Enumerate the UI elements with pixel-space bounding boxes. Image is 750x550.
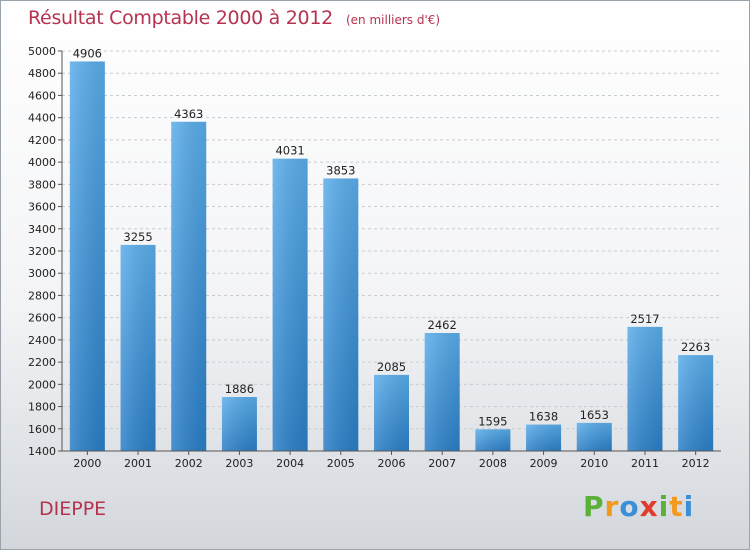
x-tick-label: 2008: [479, 457, 507, 470]
logo-letter: i: [658, 490, 670, 523]
chart-title: Résultat Comptable 2000 à 2012: [28, 7, 333, 29]
y-tick-label: 3600: [28, 201, 56, 214]
y-tick-label: 4600: [28, 89, 56, 102]
logo-letter: i: [683, 490, 695, 523]
bar-shading: [69, 61, 105, 451]
x-tick-label: 2009: [530, 457, 558, 470]
value-label: 4031: [275, 144, 304, 158]
title-row: Résultat Comptable 2000 à 2012 (en milli…: [28, 7, 440, 29]
bar-shading: [221, 397, 257, 451]
value-label: 1886: [225, 382, 254, 396]
bar-shading: [678, 355, 714, 451]
logo-letter: o: [619, 490, 640, 523]
bar-shading: [526, 424, 562, 451]
value-label: 1638: [529, 410, 558, 424]
x-tick-label: 2007: [428, 457, 456, 470]
value-label: 1595: [478, 414, 507, 428]
x-tick-label: 2006: [378, 457, 406, 470]
value-label: 2085: [377, 360, 406, 374]
bar-shading: [374, 374, 409, 451]
y-tick-label: 4200: [28, 134, 56, 147]
y-tick-label: 5000: [28, 45, 56, 58]
value-label: 1653: [580, 408, 609, 422]
logo-letter: t: [669, 490, 684, 523]
y-tick-label: 3800: [28, 178, 56, 191]
value-label: 4906: [73, 46, 102, 60]
value-label: 4363: [174, 107, 203, 121]
value-label: 3853: [326, 163, 355, 177]
y-tick-label: 2000: [28, 378, 56, 391]
axes: [61, 51, 721, 452]
y-tick-label: 1400: [28, 445, 56, 458]
value-label: 3255: [123, 230, 152, 244]
y-tick-label: 1800: [28, 401, 56, 414]
y-axis-ticks: 1400 1600 1800 2000 2200 2400 2600 2800 3000 3200…: [28, 45, 62, 458]
y-tick-label: 2800: [28, 289, 56, 302]
x-tick-label: 2002: [175, 457, 203, 470]
logo-letter: x: [639, 490, 659, 523]
x-tick-label: 2011: [631, 457, 659, 470]
value-label: 2462: [428, 318, 457, 332]
logo-letter: P: [583, 490, 605, 523]
y-tick-label: 4000: [28, 156, 56, 169]
x-tick-label: 2010: [580, 457, 608, 470]
y-tick-label: 4400: [28, 112, 56, 125]
chart-subtitle: (en milliers d'€): [345, 13, 441, 27]
logo-letter: r: [604, 490, 620, 523]
y-tick-label: 2600: [28, 312, 56, 325]
y-tick-label: 1600: [28, 423, 56, 436]
value-label: 2517: [630, 312, 659, 326]
x-tick-label: 2001: [124, 457, 152, 470]
y-tick-label: 4800: [28, 67, 56, 80]
x-tick-label: 2012: [682, 457, 710, 470]
x-tick-label: 2005: [327, 457, 355, 470]
x-tick-label: 2004: [276, 457, 304, 470]
y-tick-label: 2400: [28, 334, 56, 347]
bar-shading: [627, 326, 663, 451]
proxiti-logo: Proxiti: [583, 490, 694, 523]
bar-shading: [120, 244, 156, 451]
bar-shading: [272, 158, 308, 451]
bar-shading: [475, 429, 511, 451]
bar-shading: [323, 178, 359, 451]
x-tick-label: 2000: [73, 457, 101, 470]
x-axis-ticks: 2000 2001 2002 2003 2004 2005 2006 2007 2008 2009…: [73, 451, 710, 470]
bar-shading: [171, 121, 207, 452]
bars: 4906 3255 4363 1886 4031 3853 2085 2462 1595 1638…: [69, 46, 714, 452]
y-tick-label: 3000: [28, 267, 56, 280]
x-tick-label: 2003: [225, 457, 253, 470]
bar-shading: [576, 422, 612, 451]
y-tick-label: 3200: [28, 245, 56, 258]
commune-name: DIEPPE: [39, 498, 107, 520]
value-label: 2263: [681, 340, 710, 354]
y-tick-label: 2200: [28, 356, 56, 369]
bar-shading: [424, 333, 460, 451]
y-tick-label: 3400: [28, 223, 56, 236]
